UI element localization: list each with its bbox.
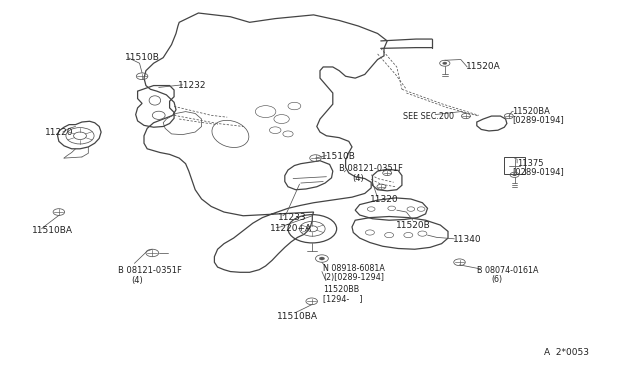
Text: 11233: 11233 [278, 213, 307, 222]
Text: [1294-    ]: [1294- ] [323, 294, 363, 303]
Text: 11232: 11232 [178, 81, 207, 90]
Text: 11510B: 11510B [125, 53, 159, 62]
Text: 11340: 11340 [453, 235, 482, 244]
Text: 11510BA: 11510BA [32, 226, 73, 235]
Text: SEE SEC.200: SEE SEC.200 [403, 112, 454, 121]
Text: (2)[0289-1294]: (2)[0289-1294] [323, 273, 384, 282]
Text: [0289-0194]: [0289-0194] [512, 115, 564, 124]
Circle shape [319, 257, 324, 260]
Text: (4): (4) [131, 276, 143, 285]
Text: (4): (4) [352, 174, 364, 183]
Text: N 08918-6081A: N 08918-6081A [323, 264, 385, 273]
Circle shape [513, 174, 516, 176]
Text: 11220: 11220 [45, 128, 74, 137]
Text: A  2*0053: A 2*0053 [544, 348, 589, 357]
Text: 11520B: 11520B [396, 221, 430, 230]
Text: 11375: 11375 [517, 159, 543, 168]
Text: (6): (6) [492, 275, 502, 284]
Text: B 08074-0161A: B 08074-0161A [477, 266, 538, 275]
Text: B 08121-0351F: B 08121-0351F [339, 164, 403, 173]
Text: 11220+A: 11220+A [270, 224, 312, 233]
Circle shape [443, 62, 447, 64]
Text: 11510B: 11510B [321, 152, 356, 161]
Text: 11520BA: 11520BA [512, 107, 550, 116]
Text: [0289-0194]: [0289-0194] [512, 167, 564, 176]
Text: 11520BB: 11520BB [323, 285, 360, 294]
Text: 11320: 11320 [370, 195, 399, 203]
Text: 11520A: 11520A [466, 62, 500, 71]
Text: 11510BA: 11510BA [276, 312, 317, 321]
Text: B 08121-0351F: B 08121-0351F [118, 266, 182, 275]
